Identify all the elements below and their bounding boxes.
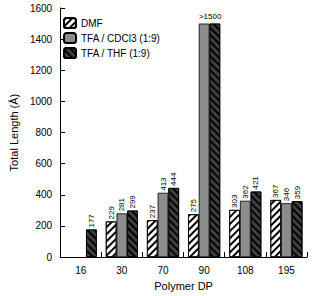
svg-text:303: 303 bbox=[230, 194, 239, 208]
svg-text:1200: 1200 bbox=[30, 65, 53, 76]
svg-text:177: 177 bbox=[87, 214, 96, 228]
svg-text:413: 413 bbox=[159, 177, 168, 191]
svg-text:90: 90 bbox=[199, 265, 211, 276]
svg-text:359: 359 bbox=[293, 185, 302, 199]
svg-text:362: 362 bbox=[241, 185, 250, 199]
svg-text:281: 281 bbox=[117, 197, 126, 211]
svg-text:30: 30 bbox=[116, 265, 128, 276]
svg-text:299: 299 bbox=[128, 195, 137, 209]
svg-text:237: 237 bbox=[148, 204, 157, 218]
svg-text:1400: 1400 bbox=[30, 34, 53, 45]
svg-text:421: 421 bbox=[251, 176, 260, 190]
svg-text:Polymer DP: Polymer DP bbox=[154, 280, 213, 292]
svg-text:1000: 1000 bbox=[30, 96, 53, 107]
svg-text:200: 200 bbox=[35, 220, 52, 231]
svg-text:400: 400 bbox=[35, 189, 52, 200]
svg-text:600: 600 bbox=[35, 158, 52, 169]
svg-text:TFA / CDCl3 (1:9): TFA / CDCl3 (1:9) bbox=[81, 33, 160, 44]
svg-text:1600: 1600 bbox=[30, 3, 53, 14]
svg-text:800: 800 bbox=[35, 127, 52, 138]
svg-text:TFA / THF (1:9): TFA / THF (1:9) bbox=[81, 48, 150, 59]
svg-text:229: 229 bbox=[107, 206, 116, 220]
svg-text:195: 195 bbox=[278, 265, 295, 276]
svg-text:70: 70 bbox=[157, 265, 169, 276]
svg-text:367: 367 bbox=[271, 184, 280, 198]
svg-text:Total Length (Å): Total Length (Å) bbox=[8, 94, 20, 172]
svg-text:346: 346 bbox=[282, 187, 291, 201]
svg-text:16: 16 bbox=[75, 265, 87, 276]
svg-text:275: 275 bbox=[189, 198, 198, 212]
svg-text:444: 444 bbox=[169, 172, 178, 186]
svg-text:>1500: >1500 bbox=[199, 12, 222, 21]
svg-text:0: 0 bbox=[47, 252, 53, 263]
svg-text:108: 108 bbox=[237, 265, 254, 276]
svg-text:DMF: DMF bbox=[81, 18, 103, 29]
